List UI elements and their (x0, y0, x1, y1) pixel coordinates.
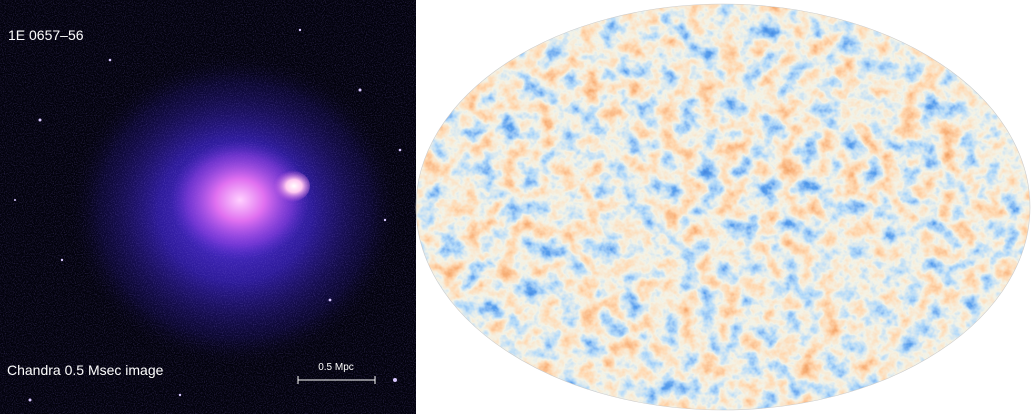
cmb-texture (416, 4, 1030, 410)
xray-shock (270, 170, 310, 202)
scale-bar (297, 376, 376, 384)
xray-core (170, 140, 310, 260)
stars (14, 28, 402, 402)
cmb-map (416, 4, 1030, 410)
image-caption: Chandra 0.5 Msec image (7, 362, 164, 378)
scale-bar-label: 0.5 Mpc (318, 362, 354, 373)
image-title: 1E 0657–56 (8, 27, 84, 43)
cmb-outline (415, 3, 1031, 411)
